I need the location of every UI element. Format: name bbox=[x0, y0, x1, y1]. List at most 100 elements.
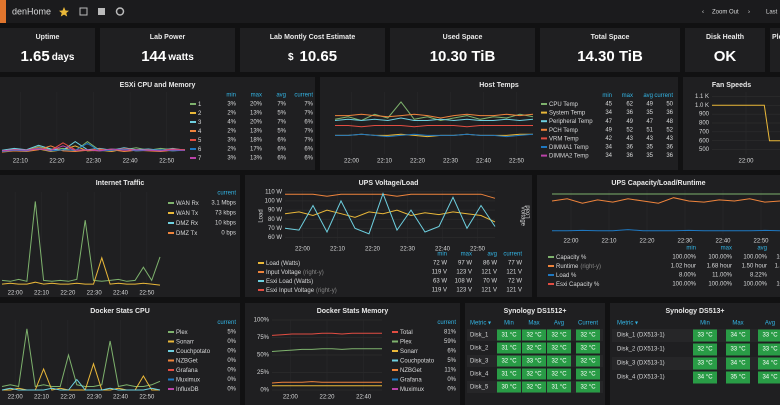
legend-value: 36 bbox=[626, 110, 633, 116]
x-tick-label: 22:10 bbox=[601, 239, 617, 245]
legend-name: Muximux bbox=[400, 387, 424, 393]
legend-name: Capacity % bbox=[556, 255, 587, 261]
table-cell: 34 °C bbox=[762, 361, 778, 367]
legend-value: 100.00% bbox=[743, 282, 767, 288]
legend-label: Esxi Capacity % bbox=[556, 282, 600, 288]
legend-value: 86 W bbox=[483, 261, 497, 267]
legend-name: CPU Temp bbox=[549, 102, 579, 108]
star-icon[interactable] bbox=[59, 7, 69, 17]
cell-bg bbox=[758, 329, 780, 342]
legend-value: 77 W bbox=[508, 261, 522, 267]
cell-bg bbox=[726, 357, 750, 370]
legend-name: Sonarr bbox=[176, 339, 194, 345]
zoom-out[interactable]: Zoom Out bbox=[712, 10, 739, 16]
legend-header: max bbox=[251, 93, 262, 99]
cell-bg bbox=[693, 371, 717, 384]
arrow-left[interactable]: ‹ bbox=[702, 10, 704, 16]
legend-name: Grafana bbox=[400, 377, 422, 383]
series-line bbox=[1, 201, 161, 282]
table-cell: 32 °C bbox=[551, 372, 567, 378]
legend-name: Couchpotato bbox=[400, 358, 435, 364]
y-tick-label: 900 bbox=[699, 112, 710, 118]
legend-label: Grafana bbox=[400, 377, 422, 383]
legend-name: Runtime (right-y) bbox=[556, 264, 601, 270]
legend-label: InfluxDB bbox=[176, 387, 199, 393]
legend-name: Grafana bbox=[176, 368, 198, 374]
arrow-right[interactable]: › bbox=[748, 10, 750, 16]
table-cell: Disk_3 (DX513-1) bbox=[617, 361, 665, 367]
legend-value: 35 bbox=[646, 110, 653, 116]
y-tick-label: 0% bbox=[260, 388, 269, 394]
legend-value: 43 bbox=[666, 136, 673, 142]
cell-bg bbox=[576, 381, 600, 393]
legend-name: Input Voltage (right-y) bbox=[266, 270, 324, 276]
series-line bbox=[335, 125, 533, 128]
legend-header: max bbox=[721, 246, 732, 252]
x-tick-label: 22:40 bbox=[113, 291, 129, 297]
legend-label: NZBGet bbox=[400, 368, 422, 374]
logo[interactable] bbox=[0, 0, 6, 23]
x-tick-label: 22:30 bbox=[443, 159, 459, 165]
legend-header: avg bbox=[276, 93, 286, 99]
legend-header: current bbox=[294, 93, 313, 99]
legend-label: Esxi Input Voltage bbox=[266, 288, 315, 294]
table-cell: 33 °C bbox=[762, 347, 778, 353]
legend-value: 35 bbox=[646, 153, 653, 159]
legend-value: 50 bbox=[666, 102, 673, 108]
x-tick-label: 22:00 bbox=[295, 247, 311, 253]
legend-value: 3% bbox=[227, 138, 236, 144]
legend-value: 6% bbox=[304, 147, 313, 153]
cell-bg bbox=[726, 371, 750, 384]
legend-note: (right-y) bbox=[580, 264, 601, 270]
legend-value: 7% bbox=[277, 102, 286, 108]
legend-name: 4 bbox=[198, 129, 202, 135]
settings-icon[interactable] bbox=[115, 7, 125, 16]
panel-title: Synology DS1512+ bbox=[504, 308, 567, 315]
table-cell: 34 °C bbox=[697, 375, 713, 381]
x-tick-label: 22:20 bbox=[60, 395, 76, 401]
legend-value: 13% bbox=[250, 156, 263, 162]
cell-bg bbox=[522, 329, 546, 341]
y-tick-label: 90 W bbox=[268, 208, 282, 214]
legend-value: 108 W bbox=[455, 279, 473, 285]
cell-bg bbox=[497, 381, 521, 393]
stat-panel bbox=[240, 28, 385, 72]
save-icon[interactable] bbox=[98, 8, 105, 15]
table-cell: 33 °C bbox=[697, 361, 713, 367]
table-cell: 32 °C bbox=[526, 346, 542, 352]
table-cell: 32 °C bbox=[580, 359, 596, 365]
legend-header: current bbox=[654, 93, 673, 99]
x-tick-label: 22:40 bbox=[356, 395, 372, 401]
share-icon[interactable] bbox=[79, 7, 88, 16]
legend-name: NZBGet bbox=[400, 368, 422, 374]
table-cell: 32 °C bbox=[580, 333, 596, 339]
legend-header: min bbox=[226, 93, 236, 99]
legend-name: DMZ Tx bbox=[176, 231, 197, 237]
legend-name: Load % bbox=[556, 273, 577, 279]
cell-bg bbox=[726, 329, 750, 342]
cell-bg bbox=[497, 368, 521, 380]
legend-value: 13% bbox=[250, 129, 263, 135]
series-line bbox=[1, 256, 161, 286]
panel-title: Docker Stats CPU bbox=[90, 308, 150, 315]
legend-value: 0 bps bbox=[221, 231, 236, 237]
legend-label: Esxi Load (Watts) bbox=[266, 279, 313, 285]
legend-value: 0% bbox=[227, 339, 236, 345]
dashboard-title[interactable]: denHome bbox=[12, 6, 51, 16]
x-tick-label: 22:20 bbox=[365, 247, 381, 253]
legend-label: 6 bbox=[198, 147, 202, 153]
legend-value: 123 V bbox=[456, 270, 472, 276]
legend-value: 8.00% bbox=[679, 273, 697, 279]
table-cell: 32 °C bbox=[551, 346, 567, 352]
stat-value: 14.30 TiB bbox=[577, 48, 643, 65]
legend-value: 100.00% bbox=[708, 255, 732, 261]
x-tick-label: 22:00 bbox=[283, 395, 299, 401]
table-cell: 34 °C bbox=[762, 375, 778, 381]
legend-value: 36 bbox=[666, 145, 673, 151]
legend-label: Muximux bbox=[176, 377, 200, 383]
legend-value: 73 kbps bbox=[215, 211, 236, 217]
time-range[interactable]: Last bbox=[766, 10, 778, 16]
x-tick-label: 22:10 bbox=[34, 291, 50, 297]
legend-label: Capacity % bbox=[556, 255, 587, 261]
stat-number: 1.65 bbox=[21, 48, 50, 65]
